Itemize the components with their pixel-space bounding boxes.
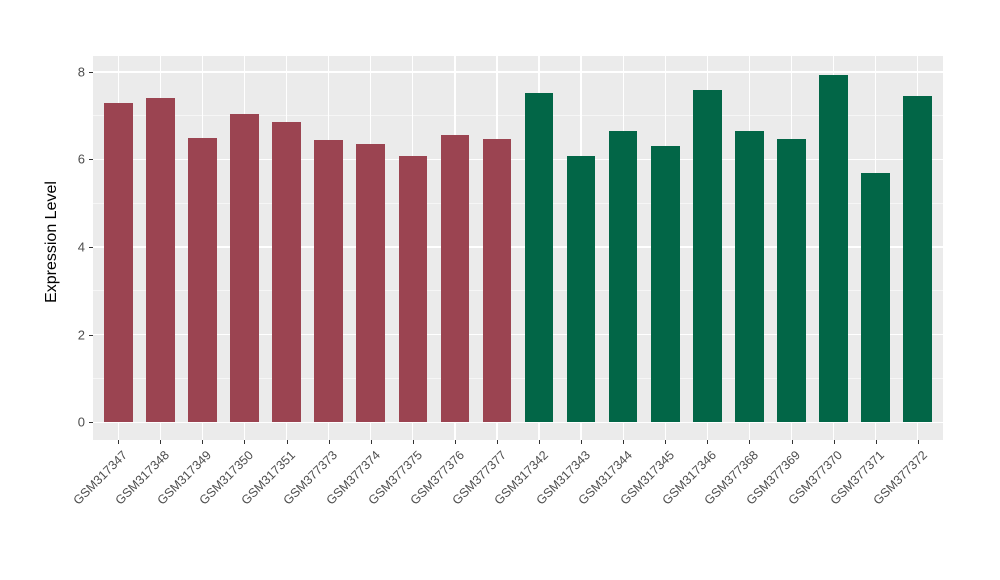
y-tick-4 [89, 247, 93, 249]
x-tick-GSM317348 [160, 440, 162, 444]
y-tick-label-8: 8 [77, 64, 85, 80]
bar-GSM377375 [398, 156, 428, 423]
x-tick-GSM377374 [370, 440, 372, 444]
bar-GSM377370 [819, 74, 848, 423]
x-tick-GSM317345 [665, 440, 667, 444]
x-tick-GSM317343 [581, 440, 583, 444]
bar-GSM377372 [903, 96, 933, 423]
x-tick-GSM317349 [202, 440, 204, 444]
bar-GSM377376 [440, 135, 470, 423]
x-tick-GSM377372 [917, 440, 919, 444]
bar-GSM317344 [608, 131, 638, 423]
y-tick-6 [89, 159, 93, 161]
gridline-major-y-6 [93, 158, 943, 161]
y-tick-label-0: 0 [77, 414, 85, 430]
bar-GSM377374 [356, 144, 386, 423]
gridline-major-y-4 [93, 246, 943, 248]
y-tick-2 [89, 334, 93, 336]
x-tick-GSM317342 [539, 440, 541, 444]
bar-GSM317342 [524, 92, 554, 423]
bar-GSM377369 [777, 139, 806, 423]
bar-GSM317345 [650, 145, 680, 423]
bar-GSM377373 [314, 140, 343, 423]
x-tick-GSM317344 [623, 440, 625, 444]
gridline-major-y-0 [93, 421, 943, 423]
bar-GSM317346 [693, 89, 722, 423]
y-tick-0 [89, 422, 93, 424]
x-tick-GSM377375 [412, 440, 414, 444]
gridline-minor-y-5 [93, 202, 943, 204]
y-tick-label-4: 4 [77, 239, 85, 255]
gridline-major-y-2 [93, 333, 943, 336]
x-tick-GSM317350 [244, 440, 246, 444]
bar-GSM317347 [103, 102, 133, 423]
bar-GSM377377 [482, 138, 512, 423]
gridline-minor-y-7 [93, 115, 943, 117]
x-tick-GSM377377 [496, 440, 498, 444]
x-tick-GSM377373 [328, 440, 330, 444]
x-tick-GSM317346 [707, 440, 709, 444]
bar-GSM377368 [735, 131, 764, 423]
bar-GSM317350 [230, 114, 259, 423]
bar-GSM377371 [861, 173, 890, 423]
bar-GSM317343 [566, 155, 596, 423]
x-tick-GSM377370 [833, 440, 835, 444]
gridline-major-y-8 [93, 71, 943, 73]
bar-GSM317348 [146, 97, 175, 423]
bar-GSM317351 [272, 121, 301, 423]
y-tick-8 [89, 71, 93, 73]
gridline-minor-y-1 [93, 377, 943, 379]
x-tick-GSM377371 [875, 440, 877, 444]
x-tick-GSM377376 [454, 440, 456, 444]
bar-GSM317349 [188, 137, 217, 423]
gridline-minor-y-3 [93, 290, 943, 292]
y-tick-label-2: 2 [77, 327, 85, 343]
plot-panel [93, 56, 943, 440]
x-tick-GSM317351 [286, 440, 288, 444]
x-tick-GSM377368 [749, 440, 751, 444]
x-tick-GSM377369 [791, 440, 793, 444]
y-tick-label-6: 6 [77, 151, 85, 167]
x-tick-GSM317347 [118, 440, 120, 444]
